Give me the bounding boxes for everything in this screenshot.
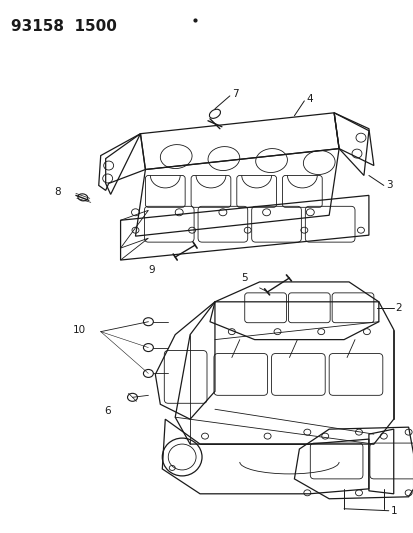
Text: 2: 2 — [395, 303, 401, 313]
Text: 10: 10 — [73, 325, 85, 335]
Text: 6: 6 — [104, 406, 110, 416]
Text: 3: 3 — [385, 181, 392, 190]
Text: 93158  1500: 93158 1500 — [11, 19, 117, 34]
Text: 8: 8 — [54, 188, 61, 197]
Text: 5: 5 — [240, 273, 247, 283]
Text: 7: 7 — [231, 89, 238, 99]
Text: 1: 1 — [390, 506, 396, 516]
Text: 4: 4 — [306, 94, 312, 104]
Text: 9: 9 — [148, 265, 155, 275]
